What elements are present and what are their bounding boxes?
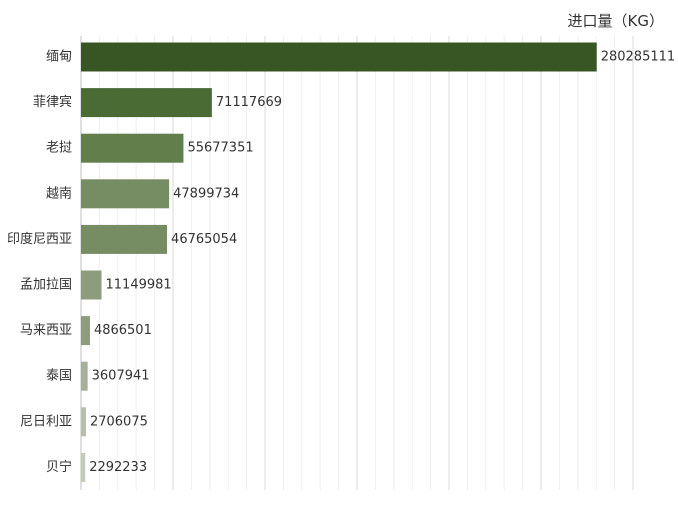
data-label: 2292233 [89, 460, 147, 475]
gridlines [98, 36, 634, 490]
bars [81, 42, 597, 482]
data-label: 55677351 [187, 141, 253, 156]
bar-8[interactable] [81, 361, 88, 391]
data-label: 2706075 [90, 414, 148, 429]
category-label: 印度尼西亚 [7, 231, 72, 247]
data-label: 3607941 [92, 369, 150, 384]
category-label: 马来西亚 [20, 323, 72, 338]
category-label: 尼日利亚 [20, 414, 72, 429]
bar-2[interactable] [81, 88, 212, 118]
category-label: 泰国 [46, 369, 72, 384]
bar-9[interactable] [81, 407, 86, 437]
bar-4[interactable] [81, 179, 170, 209]
category-label: 孟加拉国 [20, 278, 72, 293]
data-label: 47899734 [173, 186, 239, 201]
category-label: 贝宁 [46, 459, 72, 475]
bar-1[interactable] [81, 42, 597, 72]
category-label: 老挝 [46, 141, 72, 156]
data-label: 71117669 [216, 95, 282, 110]
category-label: 越南 [46, 185, 72, 201]
unit-label: 进口量（KG） [567, 12, 664, 30]
data-label: 46765054 [171, 232, 237, 247]
data-label: 11149981 [106, 278, 172, 293]
bar-6[interactable] [81, 270, 102, 300]
category-label: 缅甸 [46, 50, 72, 65]
bar-5[interactable] [81, 224, 168, 254]
bar-7[interactable] [81, 316, 90, 346]
data-label: 280285111 [601, 50, 675, 65]
bar-10[interactable] [81, 452, 86, 482]
bar-3[interactable] [81, 133, 184, 163]
category-label: 菲律宾 [33, 94, 72, 110]
value-labels: 280285111 71117669 55677351 47899734 4676505… [89, 50, 675, 475]
data-label: 4866501 [94, 323, 152, 338]
